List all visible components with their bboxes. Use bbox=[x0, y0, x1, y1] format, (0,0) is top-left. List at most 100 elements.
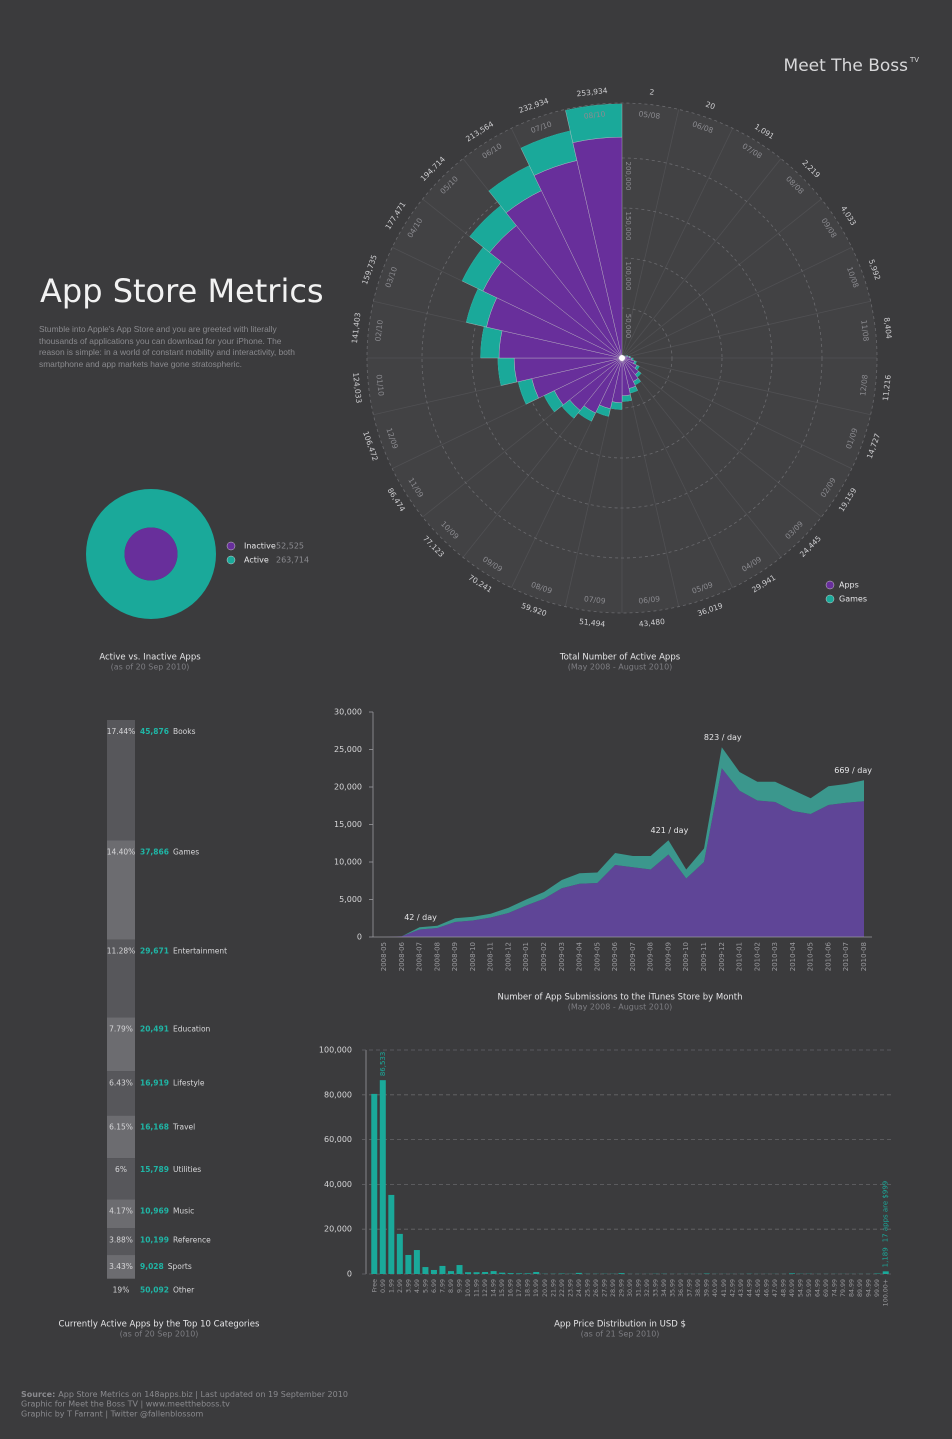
polar-center bbox=[619, 355, 625, 361]
category-name: Utilities bbox=[173, 1165, 201, 1174]
x-tick-label: 48.99 bbox=[780, 1279, 787, 1297]
x-tick-label: 11.99 bbox=[474, 1279, 481, 1297]
category-segment bbox=[107, 1017, 135, 1072]
category-segment bbox=[107, 840, 135, 940]
bar bbox=[422, 1267, 429, 1274]
x-tick-label: 21.99 bbox=[550, 1279, 557, 1297]
logo-sup: TV bbox=[909, 56, 919, 64]
polar-spoke bbox=[621, 357, 822, 518]
x-tick-label: 28.99 bbox=[610, 1279, 617, 1297]
x-tick-label: 47.99 bbox=[772, 1279, 779, 1297]
legend-swatch bbox=[825, 580, 835, 590]
category-label: 16,919 Lifestyle bbox=[140, 1078, 205, 1087]
x-tick-label: 45.99 bbox=[755, 1279, 762, 1297]
y-tick-label: 15,000 bbox=[334, 820, 362, 829]
legend-label: Games bbox=[839, 595, 867, 604]
x-tick-label: 2010-03 bbox=[771, 942, 779, 971]
x-tick-label: 2009-07 bbox=[629, 942, 637, 971]
x-tick-label: 34.99 bbox=[661, 1279, 668, 1297]
category-segment bbox=[107, 720, 135, 841]
x-tick-label: 69.99 bbox=[823, 1279, 830, 1297]
x-tick-label: 2008-06 bbox=[398, 941, 406, 971]
bar bbox=[430, 1269, 437, 1274]
category-count: 10,969 bbox=[140, 1206, 169, 1215]
polar-spoke bbox=[621, 128, 734, 359]
x-tick-label: 2010-04 bbox=[789, 941, 797, 971]
polar-spoke bbox=[621, 198, 822, 359]
category-percent: 6% bbox=[115, 1165, 127, 1174]
footer-credit: Graphic for Meet the Boss TV | www.meett… bbox=[21, 1400, 230, 1409]
category-count: 37,866 bbox=[140, 847, 169, 856]
category-label: 9,028 Sports bbox=[140, 1262, 192, 1271]
bar-annotation: 17 apps are $999 bbox=[882, 1181, 890, 1243]
x-tick-label: 2009-12 bbox=[718, 942, 726, 971]
footer-source-text: App Store Metrics on 148apps.biz | Last … bbox=[58, 1390, 348, 1399]
category-label: 20,491 Education bbox=[140, 1025, 211, 1034]
polar-grid-ring bbox=[471, 207, 773, 509]
page-title: App Store Metrics bbox=[40, 272, 324, 310]
category-percent: 11.28% bbox=[107, 947, 136, 956]
x-tick-label: 49.99 bbox=[789, 1279, 796, 1297]
x-tick-label: 2008-07 bbox=[416, 942, 424, 971]
polar-total-arc bbox=[565, 103, 623, 111]
y-tick-label: 20,000 bbox=[334, 783, 362, 792]
polar-month-label: 07/09 bbox=[583, 594, 606, 605]
legend-label: Apps bbox=[839, 581, 859, 590]
bar bbox=[379, 1080, 386, 1274]
bar bbox=[465, 1272, 472, 1274]
x-tick-label: 29.99 bbox=[618, 1279, 625, 1297]
x-tick-label: 39.99 bbox=[704, 1279, 711, 1297]
polar-spoke bbox=[621, 246, 852, 359]
x-tick-label: 10.99 bbox=[465, 1279, 472, 1297]
y-tick-label: 100,000 bbox=[319, 1046, 352, 1055]
polar-tick-label: 200,000 bbox=[624, 162, 632, 191]
legend-swatch bbox=[226, 555, 236, 565]
legend-swatch bbox=[226, 541, 236, 551]
x-tick-label: 1.99 bbox=[388, 1279, 395, 1293]
polar-total-label: 2 bbox=[649, 87, 655, 97]
category-name: Other bbox=[173, 1286, 195, 1295]
x-tick-label: 18.99 bbox=[525, 1279, 532, 1297]
category-name: Travel bbox=[172, 1123, 195, 1132]
x-tick-label: 2008-08 bbox=[433, 942, 441, 971]
category-segment bbox=[107, 939, 135, 1018]
polar-total-label: 11,216 bbox=[881, 374, 893, 401]
bar bbox=[516, 1273, 523, 1274]
polar-total-label: 253,934 bbox=[576, 86, 608, 98]
category-percent: 6.15% bbox=[109, 1123, 133, 1132]
x-tick-label: 36.99 bbox=[678, 1279, 685, 1297]
x-tick-label: 2.99 bbox=[397, 1279, 404, 1293]
category-label: 10,199 Reference bbox=[140, 1235, 211, 1244]
polar-spoke bbox=[621, 158, 782, 359]
x-tick-label: 24.99 bbox=[576, 1279, 583, 1297]
category-label: 10,969 Music bbox=[140, 1206, 194, 1215]
x-tick-label: 6.99 bbox=[431, 1279, 438, 1293]
y-tick-label: 25,000 bbox=[334, 745, 362, 754]
y-tick-label: 20,000 bbox=[324, 1225, 352, 1234]
category-count: 29,671 bbox=[140, 947, 169, 956]
bar bbox=[618, 1273, 625, 1274]
x-tick-label: 2010-08 bbox=[860, 942, 868, 971]
footer-author: Graphic by T Farrant | Twitter @fallenbl… bbox=[21, 1410, 204, 1419]
polar-spoke bbox=[621, 357, 852, 470]
bar bbox=[882, 1271, 889, 1274]
x-tick-label: 2010-06 bbox=[824, 941, 832, 971]
bar bbox=[490, 1271, 497, 1274]
polar-spoke bbox=[621, 357, 782, 558]
bar bbox=[788, 1273, 795, 1274]
polar-tick-label: 50,000 bbox=[624, 314, 632, 339]
legend-value: 263,714 bbox=[276, 556, 309, 565]
x-tick-label: 15.99 bbox=[499, 1279, 506, 1297]
x-tick-label: 2008-10 bbox=[469, 942, 477, 971]
x-tick-label: 2009-04 bbox=[576, 941, 584, 971]
polar-wedge bbox=[497, 357, 518, 386]
category-segment bbox=[107, 1279, 135, 1410]
bar bbox=[371, 1093, 378, 1274]
polar-total-label: 43,480 bbox=[638, 617, 665, 629]
polar-total-label: 232,934 bbox=[518, 96, 550, 115]
category-name: Music bbox=[173, 1206, 194, 1215]
polar-total-label: 124,033 bbox=[351, 372, 363, 404]
category-name: Books bbox=[173, 727, 196, 736]
x-tick-label: 2009-05 bbox=[593, 942, 601, 971]
x-tick-label: 32.99 bbox=[644, 1279, 651, 1297]
